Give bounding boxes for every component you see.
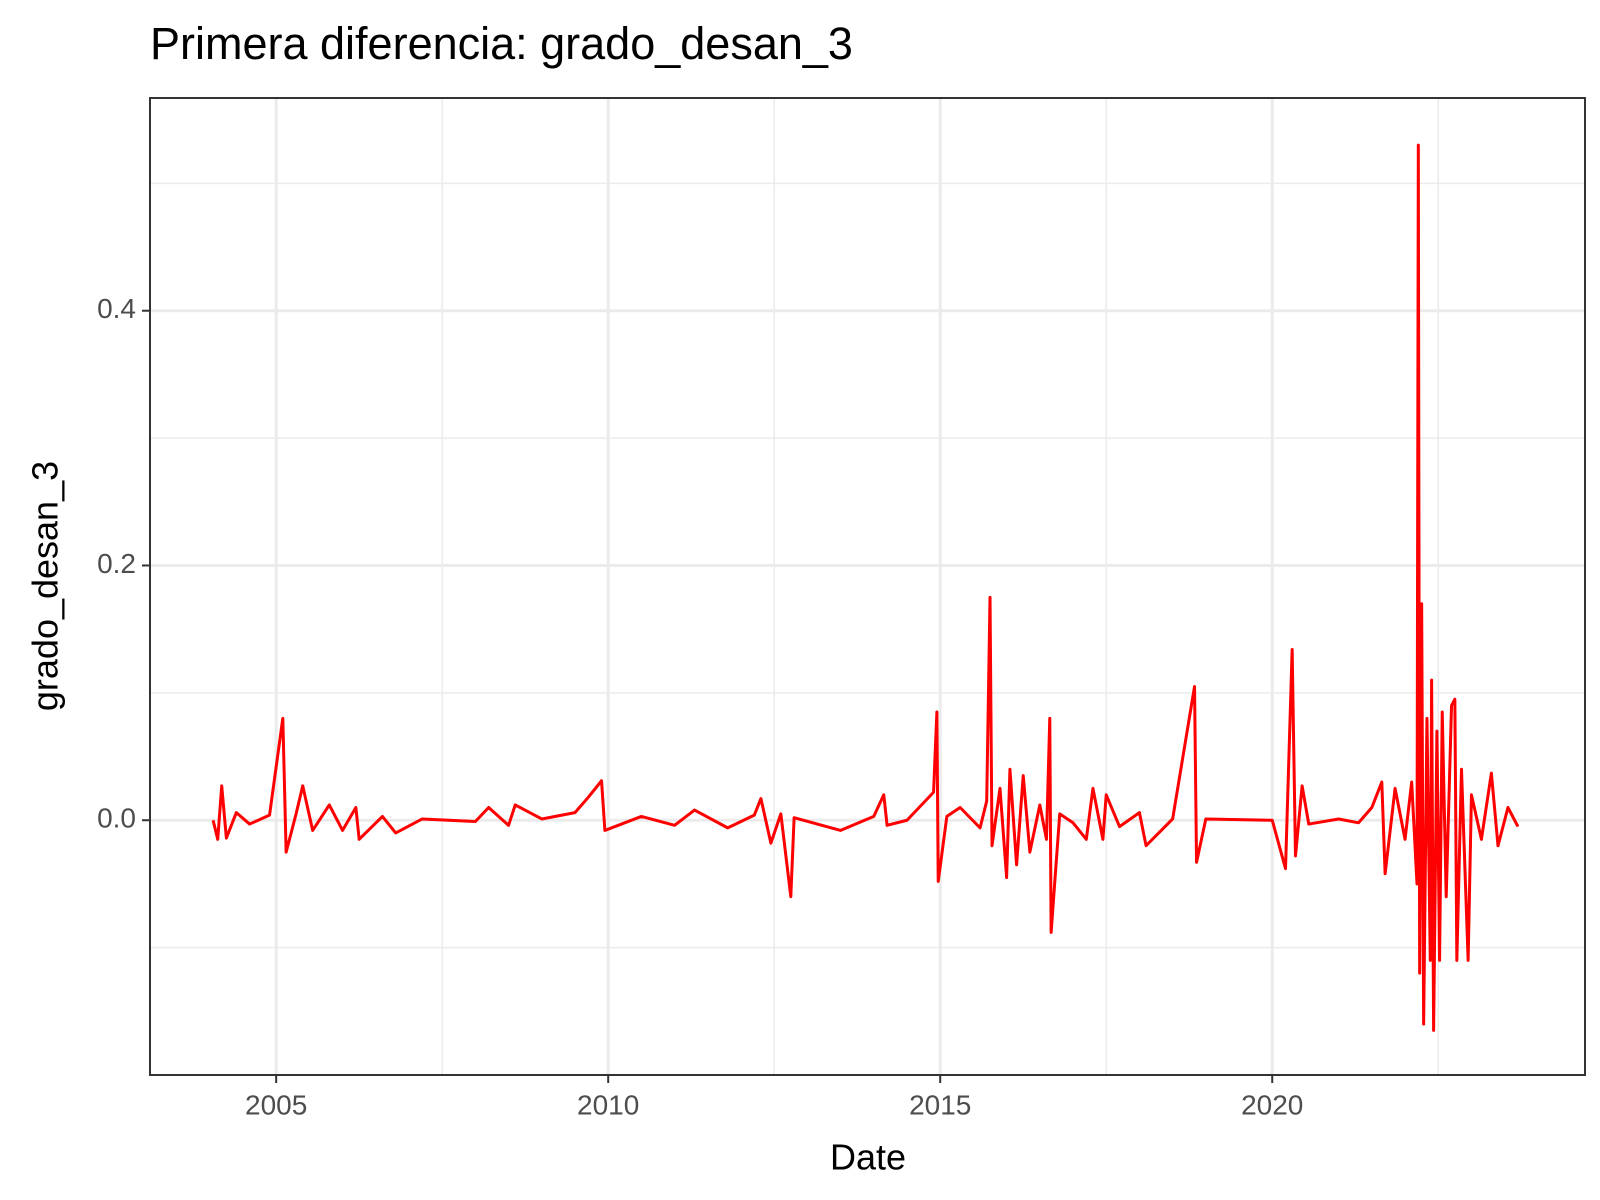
y-tick-label: 0.4 bbox=[97, 293, 136, 324]
chart-title: Primera diferencia: grado_desan_3 bbox=[150, 18, 853, 69]
data-line bbox=[211, 143, 1520, 1032]
y-tick-label: 0.2 bbox=[97, 548, 136, 579]
x-tick-label: 2010 bbox=[577, 1089, 639, 1120]
panel-border bbox=[149, 97, 1586, 1076]
x-tick-label: 2015 bbox=[909, 1089, 971, 1120]
x-tick-label: 2005 bbox=[245, 1089, 307, 1120]
x-axis-title: Date bbox=[830, 1137, 906, 1178]
y-axis-title: grado_desan_3 bbox=[25, 461, 66, 711]
y-tick-label: 0.0 bbox=[97, 803, 136, 834]
x-tick-label: 2020 bbox=[1241, 1089, 1303, 1120]
